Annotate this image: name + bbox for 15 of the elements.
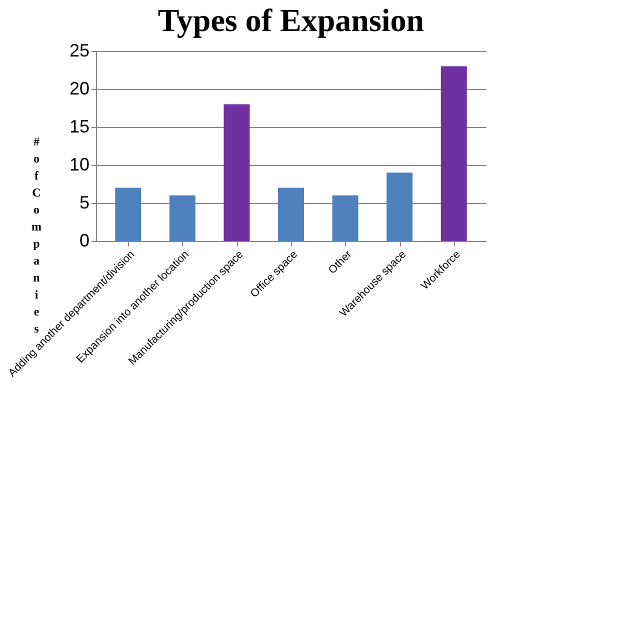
y-tick-label: 15 xyxy=(69,116,90,136)
y-tick-label: 20 xyxy=(69,78,90,98)
chart-title: Types of Expansion xyxy=(158,2,424,38)
y-tick-label: 10 xyxy=(69,154,90,174)
bar xyxy=(440,66,467,241)
text: # of Companies xyxy=(32,134,42,336)
bar xyxy=(115,188,142,241)
y-tick-label: 0 xyxy=(79,230,90,250)
bar xyxy=(332,195,358,241)
bar xyxy=(386,172,413,241)
y-tick-label: 5 xyxy=(79,192,90,212)
bar xyxy=(278,188,304,241)
y-tick-label: 25 xyxy=(69,40,90,60)
bar xyxy=(169,195,196,241)
bar xyxy=(224,104,250,241)
